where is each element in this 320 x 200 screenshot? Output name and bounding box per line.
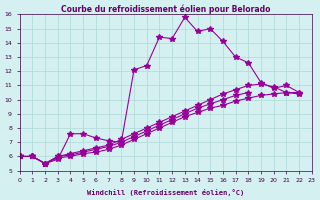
X-axis label: Windchill (Refroidissement éolien,°C): Windchill (Refroidissement éolien,°C) bbox=[87, 189, 244, 196]
Title: Courbe du refroidissement éolien pour Belorado: Courbe du refroidissement éolien pour Be… bbox=[61, 4, 270, 14]
